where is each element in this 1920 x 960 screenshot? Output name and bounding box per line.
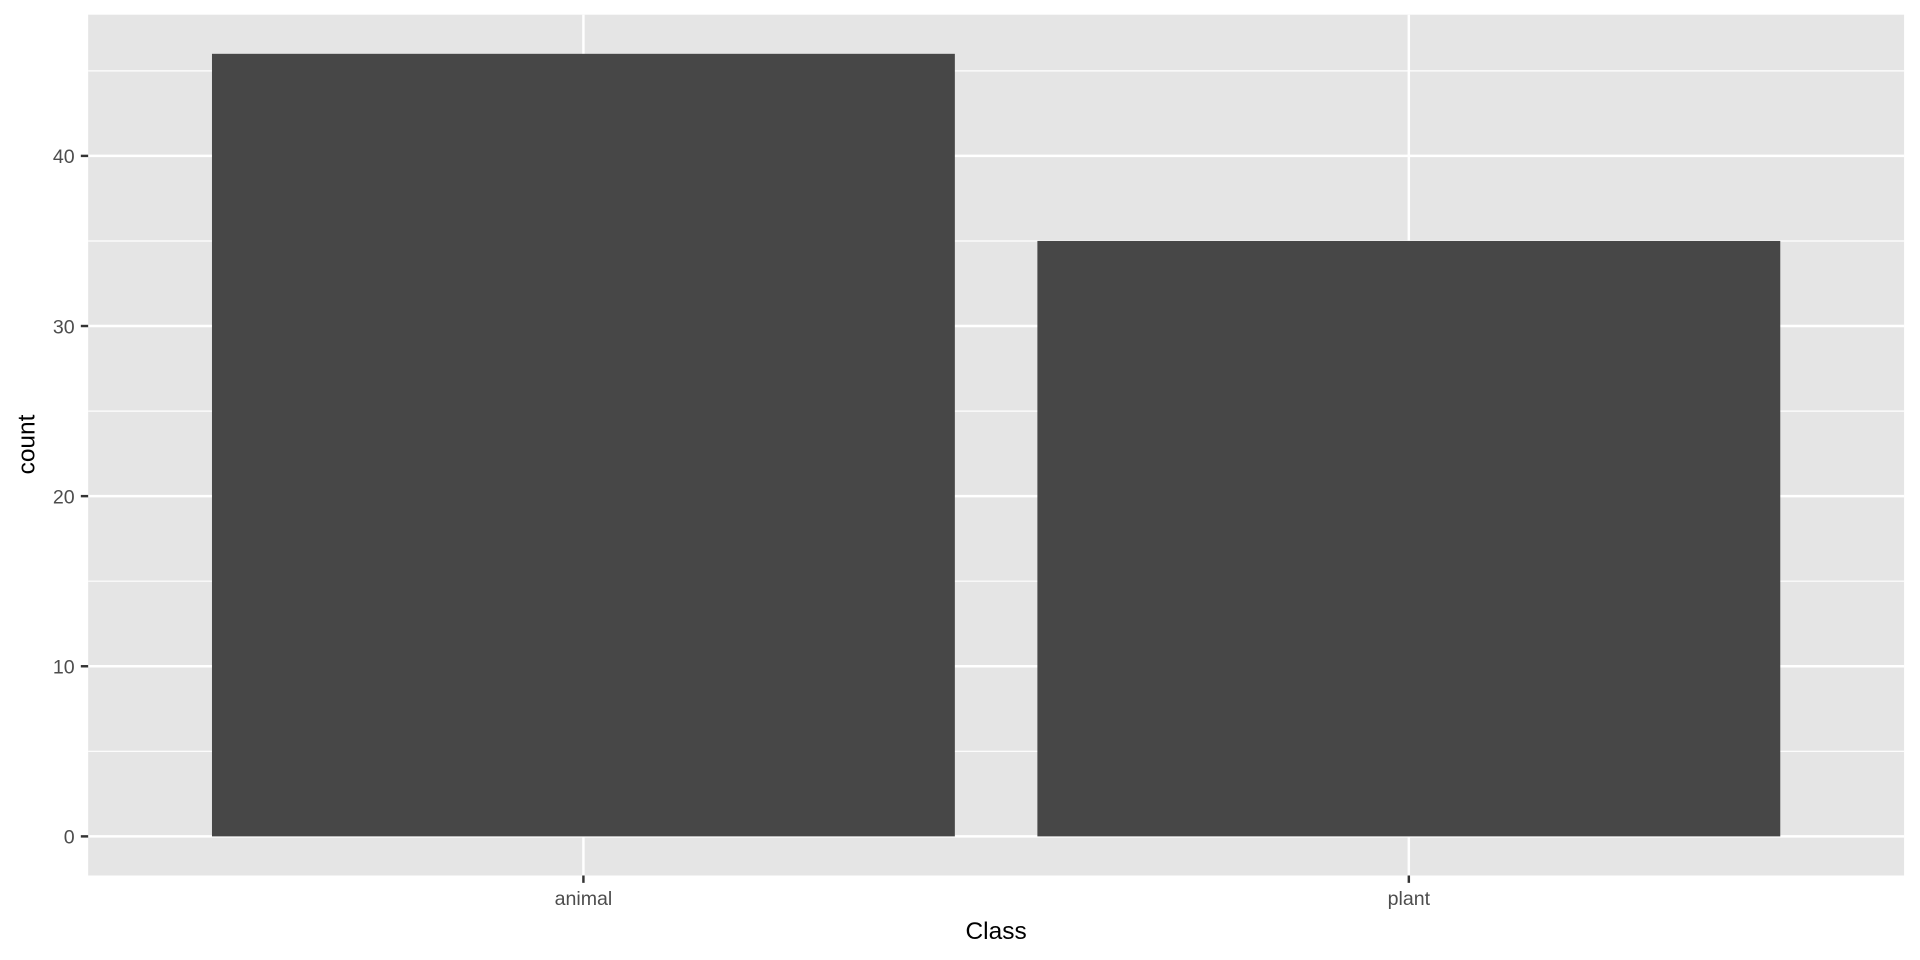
bars — [211, 53, 1781, 837]
x-axis-title: Class — [966, 918, 1027, 945]
x-tick-label: plant — [1388, 888, 1431, 910]
bar-plant — [1037, 240, 1781, 837]
y-axis-title: count — [13, 414, 40, 474]
x-tick-label: animal — [555, 888, 613, 910]
x-axis: animal plant — [555, 875, 1431, 910]
y-tick-label: 20 — [53, 486, 75, 508]
y-tick-label: 40 — [53, 146, 75, 168]
bar-animal — [211, 53, 955, 837]
y-axis: 0 10 20 30 40 — [53, 146, 89, 849]
y-tick-label: 10 — [53, 657, 75, 679]
y-tick-label: 0 — [64, 827, 75, 849]
y-tick-label: 30 — [53, 316, 75, 338]
